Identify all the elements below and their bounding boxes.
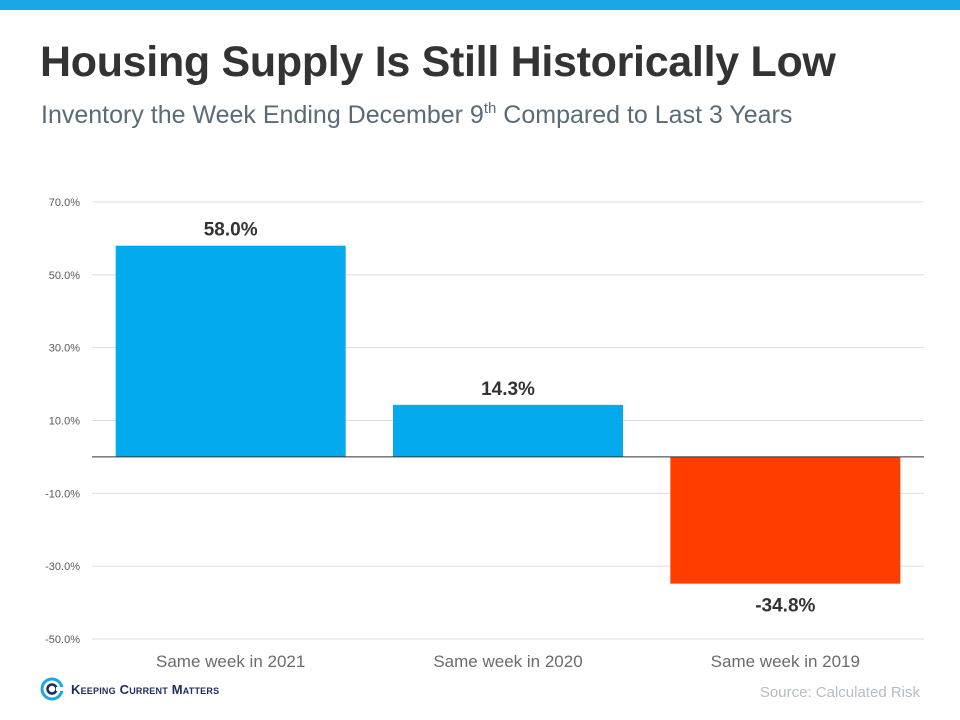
y-tick-label: -10.0% (45, 488, 80, 500)
y-tick-label: 70.0% (49, 197, 80, 209)
kcm-logo: Keeping Current Matters (40, 677, 219, 701)
data-label: 58.0% (204, 220, 258, 241)
data-label: -34.8% (755, 596, 815, 617)
page-subtitle: Inventory the Week Ending December 9th C… (41, 101, 792, 130)
x-category-label: Same week in 2021 (156, 652, 305, 671)
y-tick-label: -30.0% (45, 561, 80, 573)
subtitle-superscript: th (483, 100, 497, 117)
x-category-label: Same week in 2020 (433, 652, 582, 671)
data-label: 14.3% (481, 379, 535, 400)
logo-text: Keeping Current Matters (71, 681, 220, 697)
top-accent-bar (0, 0, 960, 10)
y-tick-label: 10.0% (49, 416, 80, 428)
y-tick-label: 50.0% (49, 270, 80, 282)
kcm-logo-icon (40, 677, 64, 701)
bar (393, 404, 623, 457)
y-tick-label: 30.0% (49, 343, 80, 355)
bar (115, 245, 346, 457)
x-category-label: Same week in 2019 (711, 652, 860, 671)
page-title: Housing Supply Is Still Historically Low (40, 38, 836, 86)
y-tick-label: -50.0% (45, 634, 80, 646)
subtitle-prefix: Inventory the Week Ending December 9 (41, 101, 484, 129)
bar (670, 456, 901, 584)
subtitle-suffix: Compared to Last 3 Years (496, 101, 793, 129)
source-note: Source: Calculated Risk (759, 684, 920, 701)
